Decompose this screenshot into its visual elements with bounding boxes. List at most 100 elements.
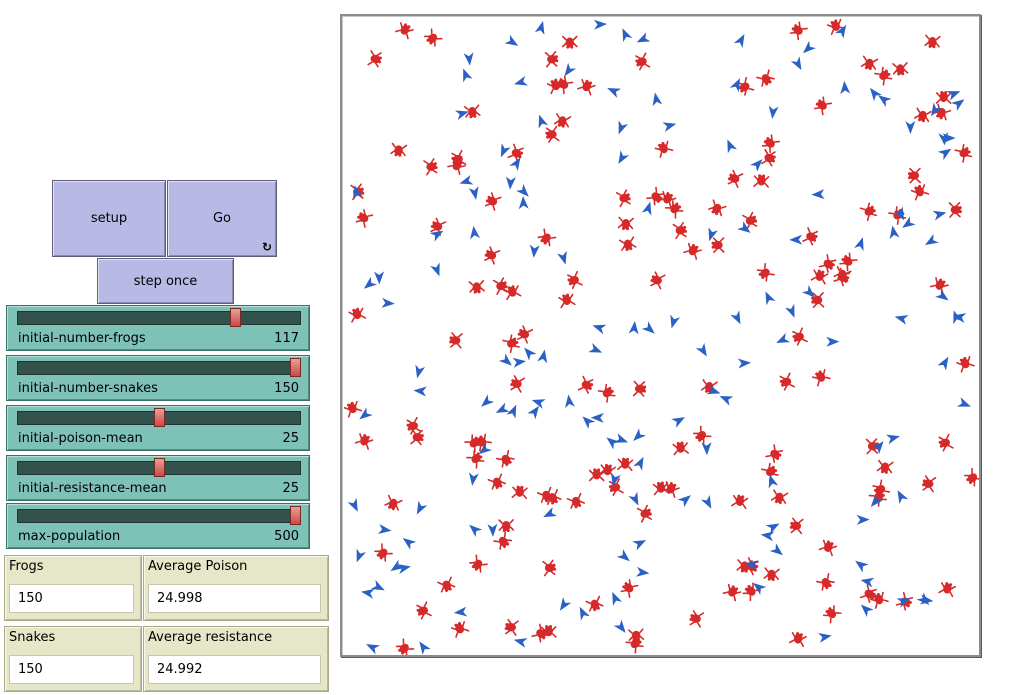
slider-initial-resistance-mean[interactable]: initial-resistance-mean 25 — [6, 455, 310, 501]
step-once-button[interactable]: step once — [97, 258, 234, 304]
monitor-value: 150 — [9, 584, 134, 613]
snake-arrow-icon — [768, 474, 779, 489]
snake-arrow-icon — [381, 297, 395, 308]
slider-thumb[interactable] — [229, 308, 241, 327]
frog-icon — [469, 554, 488, 573]
snake-arrow-icon — [356, 548, 367, 563]
slider-label: max-population — [18, 529, 121, 544]
slider-track[interactable] — [17, 311, 301, 325]
snake-arrow-icon — [896, 598, 911, 608]
snake-arrow-icon — [932, 210, 947, 221]
slider-thumb[interactable] — [153, 458, 165, 477]
snake-arrow-icon — [790, 56, 802, 71]
frog-icon — [661, 481, 680, 498]
snake-arrow-icon — [854, 237, 864, 252]
world-canvas — [344, 18, 979, 655]
monitor-value: 24.992 — [148, 655, 321, 684]
frog-icon — [956, 355, 975, 373]
frog-icon — [502, 334, 520, 354]
snake-arrow-icon — [855, 560, 869, 573]
snake-arrow-icon — [538, 114, 549, 129]
frog-icon — [756, 69, 775, 87]
slider-initial-number-frogs[interactable]: initial-number-frogs 117 — [6, 305, 310, 351]
slider-initial-poison-mean[interactable]: initial-poison-mean 25 — [6, 405, 310, 451]
slider-thumb[interactable] — [153, 408, 165, 427]
snake-arrow-icon — [613, 619, 626, 633]
snake-arrow-icon — [744, 560, 759, 571]
snake-arrow-icon — [930, 102, 943, 117]
snake-arrow-icon — [374, 271, 385, 285]
go-button[interactable]: Go ↻ — [167, 180, 277, 257]
snake-arrow-icon — [463, 52, 474, 66]
snake-arrow-icon — [935, 288, 949, 301]
frog-icon — [657, 190, 677, 208]
snake-arrow-icon — [622, 28, 633, 43]
frog-icon — [577, 78, 596, 96]
frog-icon — [395, 638, 415, 655]
snake-arrow-icon — [729, 78, 740, 93]
frog-icon — [792, 327, 808, 346]
frog-icon — [910, 184, 930, 201]
slider-thumb[interactable] — [290, 358, 301, 377]
setup-button[interactable]: setup — [52, 180, 166, 257]
slider-track[interactable] — [17, 509, 301, 523]
frog-icon — [517, 325, 534, 344]
frog-icon — [367, 50, 382, 68]
frog-icon — [761, 134, 780, 154]
snake-arrow-icon — [737, 221, 751, 233]
frog-icon — [635, 52, 651, 71]
slider-max-population[interactable]: max-population 500 — [6, 503, 310, 549]
slider-thumb[interactable] — [290, 506, 301, 525]
frog-icon — [833, 267, 851, 287]
snake-arrow-icon — [871, 441, 884, 455]
snake-arrow-icon — [592, 324, 607, 335]
snake-arrow-icon — [397, 564, 411, 574]
frog-icon — [813, 96, 833, 116]
frog-icon — [938, 433, 954, 452]
snake-arrow-icon — [953, 310, 963, 325]
snake-arrow-icon — [856, 514, 870, 525]
frog-icon — [711, 237, 725, 253]
snake-arrow-icon — [641, 201, 652, 216]
snake-arrow-icon — [612, 591, 623, 606]
frog-icon — [731, 494, 749, 510]
snake-arrow-icon — [531, 399, 546, 409]
snake-arrow-icon — [662, 122, 677, 132]
frog-icon — [839, 252, 858, 272]
snake-arrow-icon — [753, 582, 767, 595]
frog-icon — [770, 489, 789, 505]
slider-value: 25 — [282, 431, 299, 446]
slider-value: 117 — [274, 331, 299, 346]
frog-icon — [616, 457, 634, 472]
snake-arrow-icon — [769, 543, 783, 556]
snake-arrow-icon — [768, 105, 779, 120]
frog-icon — [761, 149, 776, 167]
snake-arrow-icon — [468, 472, 479, 486]
slider-initial-number-snakes[interactable]: initial-number-snakes 150 — [6, 355, 310, 401]
snake-arrow-icon — [370, 580, 385, 591]
snake-arrow-icon — [889, 225, 900, 240]
snake-arrow-icon — [593, 19, 607, 30]
frog-icon — [423, 158, 438, 176]
snake-arrow-icon — [951, 99, 965, 111]
slider-track[interactable] — [17, 361, 301, 375]
frog-icon — [511, 485, 528, 500]
frog-icon — [874, 66, 893, 86]
frog-icon — [742, 582, 761, 602]
snake-arrow-icon — [534, 21, 545, 35]
frog-icon — [544, 51, 559, 68]
frog-icon — [384, 494, 403, 511]
snake-arrow-icon — [366, 644, 380, 655]
frog-icon — [450, 621, 470, 638]
frog-icon — [935, 90, 952, 105]
frog-icon — [618, 236, 637, 252]
snake-arrow-icon — [811, 189, 825, 200]
monitor-label: Average resistance — [148, 630, 273, 645]
world-view[interactable] — [340, 14, 981, 657]
snake-arrow-icon — [701, 442, 712, 456]
snake-arrow-icon — [902, 216, 916, 228]
monitor-frogs: Frogs 150 — [4, 555, 142, 621]
snake-arrow-icon — [618, 150, 630, 165]
frog-icon — [789, 21, 808, 41]
snake-arrow-icon — [897, 490, 909, 504]
